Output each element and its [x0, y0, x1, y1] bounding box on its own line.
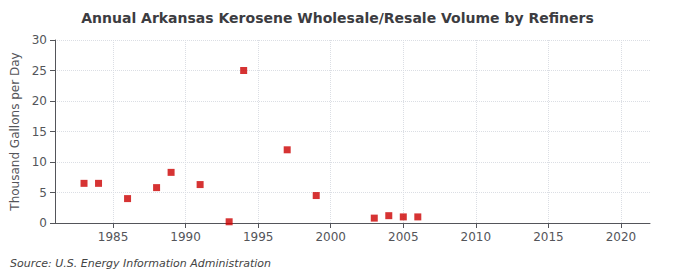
svg-text:2015: 2015 [533, 230, 564, 244]
svg-text:20: 20 [32, 94, 47, 108]
svg-text:0: 0 [39, 216, 47, 230]
svg-text:Source: U.S. Energy Informatio: Source: U.S. Energy Information Administ… [10, 257, 271, 270]
svg-text:1990: 1990 [170, 230, 201, 244]
svg-text:2000: 2000 [315, 230, 346, 244]
svg-text:1985: 1985 [98, 230, 129, 244]
svg-text:1995: 1995 [243, 230, 274, 244]
svg-text:25: 25 [32, 64, 47, 78]
svg-text:Thousand Gallons per Day: Thousand Gallons per Day [8, 52, 22, 211]
svg-text:15: 15 [32, 125, 47, 139]
svg-text:2020: 2020 [606, 230, 637, 244]
svg-text:2005: 2005 [388, 230, 419, 244]
svg-text:Annual Arkansas Kerosene Whole: Annual Arkansas Kerosene Wholesale/Resal… [81, 10, 594, 26]
svg-text:10: 10 [32, 155, 47, 169]
svg-text:2010: 2010 [461, 230, 492, 244]
svg-text:30: 30 [32, 33, 47, 47]
svg-text:5: 5 [39, 186, 47, 200]
